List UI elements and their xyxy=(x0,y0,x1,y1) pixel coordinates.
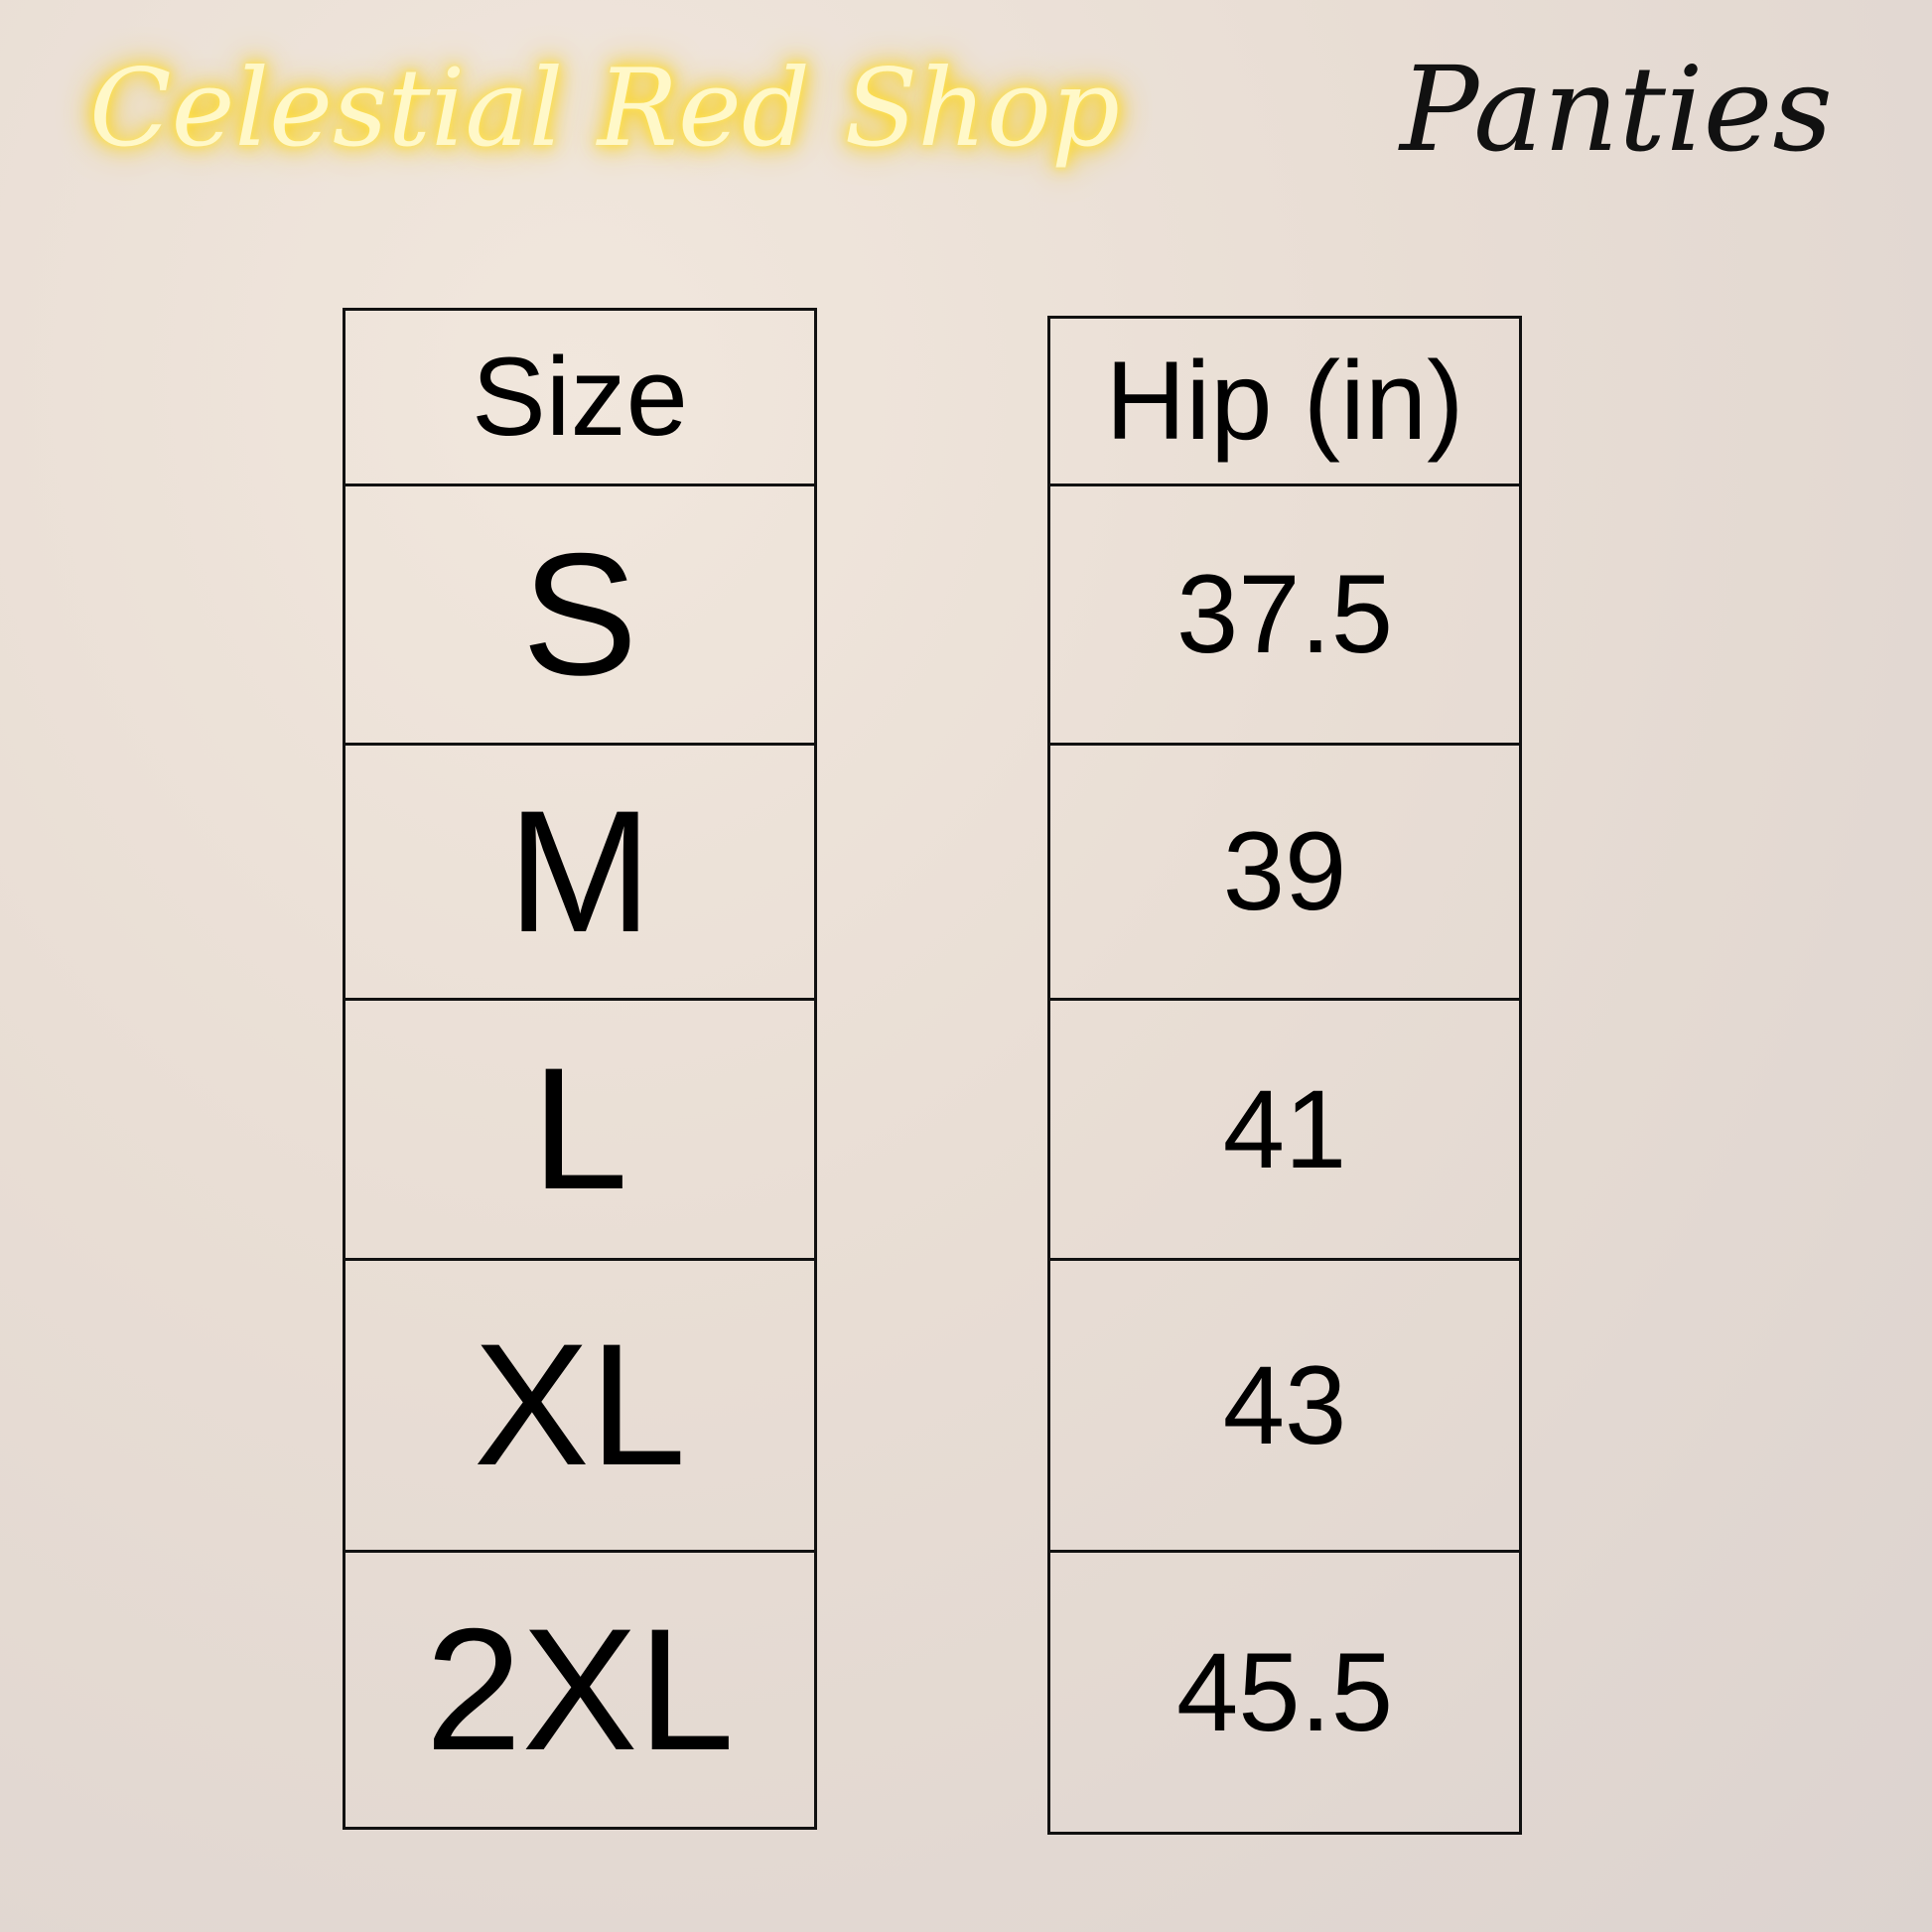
hip-cell: 41 xyxy=(1050,1001,1519,1261)
size-cell: S xyxy=(345,486,814,746)
size-header: Size xyxy=(345,311,814,486)
hip-cell: 45.5 xyxy=(1176,1629,1393,1754)
size-cell: XL xyxy=(345,1261,814,1553)
product-title: Panties xyxy=(1400,41,1833,178)
size-cell: 2XL xyxy=(425,1592,735,1787)
size-column-table: Size S M L XL 2XL xyxy=(343,308,817,1830)
hip-column-table: Hip (in) 37.5 39 41 43 45.5 xyxy=(1047,316,1522,1835)
size-cell: M xyxy=(345,746,814,1001)
hip-cell: 37.5 xyxy=(1050,486,1519,746)
size-cell: L xyxy=(345,1001,814,1261)
brand-title: Celestial Red Shop xyxy=(89,47,1121,171)
hip-cell: 43 xyxy=(1050,1261,1519,1553)
hip-header: Hip (in) xyxy=(1050,319,1519,486)
hip-cell: 39 xyxy=(1050,746,1519,1001)
